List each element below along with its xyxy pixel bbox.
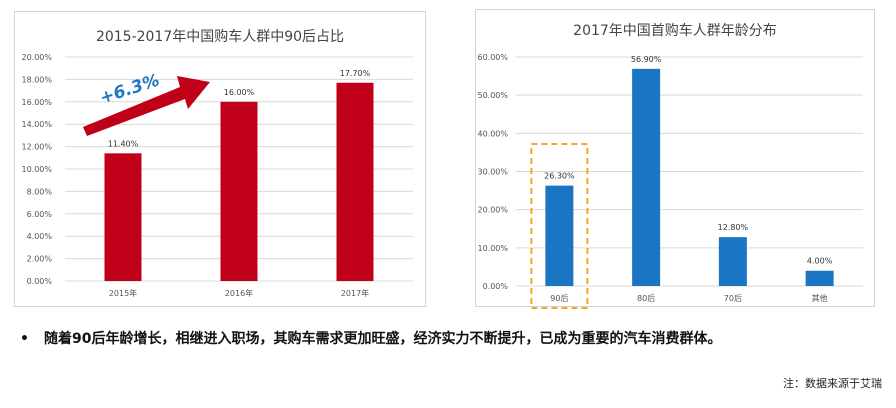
growth-arrow xyxy=(83,76,210,136)
source-footnote: 注：数据来源于艾瑞 xyxy=(783,377,882,390)
bar xyxy=(104,153,142,281)
y-tick-label: 50.00% xyxy=(477,91,508,100)
x-tick-label: 2017年 xyxy=(341,288,369,298)
y-tick-label: 2.00% xyxy=(27,255,53,264)
y-tick-label: 10.00% xyxy=(21,165,52,174)
data-label: 16.00% xyxy=(224,88,255,97)
x-tick-label: 2015年 xyxy=(109,288,137,298)
y-tick-label: 8.00% xyxy=(27,187,53,196)
y-tick-label: 4.00% xyxy=(27,232,53,241)
y-tick-label: 18.00% xyxy=(21,75,52,84)
x-tick-label: 80后 xyxy=(637,293,655,303)
x-tick-label: 90后 xyxy=(550,293,568,303)
y-tick-label: 6.00% xyxy=(27,210,53,219)
chart-svg-age-distribution: 0.00% 10.00% 20.00% 30.00% 40.00% 50.00% 60.00… xyxy=(477,53,863,309)
chart-title: 2017年中国首购车人群年龄分布 xyxy=(573,23,777,39)
y-tick-label: 40.00% xyxy=(477,129,508,138)
data-label: 26.30% xyxy=(544,172,575,181)
bar xyxy=(805,270,834,286)
bar xyxy=(336,82,374,281)
chart-panel-age-distribution: 2017年中国首购车人群年龄分布 0.00% 10.00% 20.00% 30.00%… xyxy=(475,9,875,309)
y-tick-label: 20.00% xyxy=(21,53,52,62)
x-tick-label: 2016年 xyxy=(225,288,253,298)
x-tick-label: 其他 xyxy=(812,293,828,303)
bar xyxy=(545,185,574,286)
y-tick-label: 14.00% xyxy=(21,120,52,129)
y-tick-label: 60.00% xyxy=(477,53,508,62)
y-tick-label: 0.00% xyxy=(483,282,509,291)
data-label: 11.40% xyxy=(108,139,139,148)
data-label: 56.90% xyxy=(631,55,662,64)
y-tick-label: 16.00% xyxy=(21,98,52,107)
bar xyxy=(632,68,661,286)
y-tick-label: 12.00% xyxy=(21,143,52,152)
summary-bullet: • 随着90后年龄增长，相继进入职场，其购车需求更加旺盛，经济实力不断提升，已成为… xyxy=(20,328,880,348)
y-tick-label: 30.00% xyxy=(477,168,508,177)
bullet-point: • xyxy=(20,331,29,347)
bullet-text: 随着90后年龄增长，相继进入职场，其购车需求更加旺盛，经济实力不断提升，已成为重… xyxy=(44,331,722,347)
y-tick-label: 20.00% xyxy=(477,206,508,215)
y-tick-label: 10.00% xyxy=(477,244,508,253)
data-label: 12.80% xyxy=(718,223,749,232)
x-tick-label: 70后 xyxy=(724,293,742,303)
chart-title: 2015-2017年中国购车人群中90后占比 xyxy=(95,29,345,45)
bar xyxy=(220,101,258,281)
data-label: 4.00% xyxy=(807,257,833,266)
bar xyxy=(718,237,747,286)
data-label: 17.70% xyxy=(340,69,371,78)
chart-svg-90s-share: 0.00% 2.00% 4.00% 6.00% 8.00% 10.00% 12.00% 14.… xyxy=(21,53,413,298)
y-tick-label: 0.00% xyxy=(27,277,53,286)
chart-panel-90s-share: 2015-2017年中国购车人群中90后占比 0.00% 2.00% 4.00% 6.… xyxy=(14,11,426,307)
